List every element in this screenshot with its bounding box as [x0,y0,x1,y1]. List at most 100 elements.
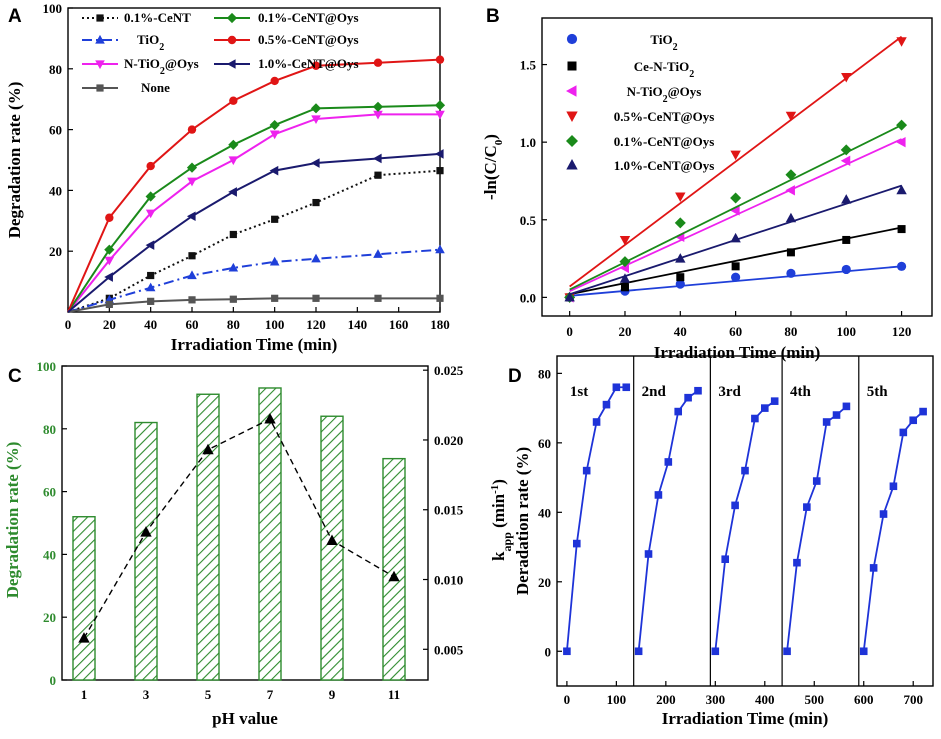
a-data-point [187,270,197,280]
d-data-point [812,477,821,485]
d-data-point [770,397,779,405]
c-xtick-label: 1 [81,687,88,702]
a-xtick-label: 160 [389,317,409,332]
panel-c-ylabel-left: Degradation rate (%) [3,442,22,599]
panel-d-ylabel: Deradation rate (%) [513,447,532,595]
c-right-ytick-label: 0.010 [434,573,463,588]
b-data-point [785,185,795,196]
d-ytick-label: 20 [538,575,551,590]
c-bar [196,393,220,681]
d-cycle-label: 1st [570,384,588,400]
c-xtick-label: 5 [205,687,212,702]
a-data-point [436,294,444,302]
a-data-point [229,295,237,303]
a-legend-label: 1.0%-CeNT@Oys [258,56,359,71]
c-xtick-label: 3 [143,687,150,702]
d-data-point [572,539,581,548]
a-data-point [434,100,446,111]
a-data-point [146,161,155,171]
b-xtick-label: 0 [566,324,573,339]
a-series-line [67,58,441,313]
a-legend-label: N-TiO2@Oys [124,56,199,77]
b-legend-label: Ce-N-TiO2 [634,59,694,80]
c-ytick-label: 20 [43,610,56,625]
d-data-point [622,383,631,392]
d-cycle-line [862,410,924,652]
a-data-point [435,55,445,64]
a-data-point [147,271,155,280]
a-data-point [187,125,197,134]
d-data-point [644,550,653,558]
c-xtick-label: 9 [329,687,336,702]
b-ytick-label: 1.5 [520,58,537,73]
a-data-point [104,256,115,266]
panel-d-chart: 0 100 200 300 400 500 600 700 0 20 40 60 80 1st 2nd 3r… [513,355,934,728]
a-legend-label: TiO2 [137,32,164,53]
d-data-point [899,428,908,437]
a-data-point [104,272,113,282]
b-data-point [896,184,907,195]
a-series-line [67,297,440,313]
b-legend-marker [566,159,578,170]
a-data-point [374,294,382,302]
d-cycle-line [714,400,776,652]
d-data-point [731,501,739,510]
panel-b-ylabel: -ln(C/C0) [481,134,505,200]
b-data-point [841,264,851,275]
a-data-point [186,211,196,222]
a-data-point [436,167,444,175]
d-cycle-label: 5th [867,384,888,400]
a-legend-marker [95,34,105,44]
c-right-ytick-label: 0.025 [434,363,464,378]
d-data-point [741,466,749,475]
panel-a-ylabel: Degradation rate (%) [5,82,24,239]
c-kapp-point [326,534,338,545]
b-data-point [731,272,741,282]
a-data-point [145,191,156,202]
b-ytick-label: 0.0 [520,290,536,305]
b-data-point [731,262,740,271]
c-xtick-label: 11 [388,687,400,702]
d-xtick-label: 200 [656,692,676,707]
a-series-line [67,169,441,313]
a-data-point [373,58,383,67]
a-legend-marker [227,35,237,45]
b-data-point [786,268,796,278]
b-data-point [730,232,741,243]
panel-c-ylabel-right: kapp (min-1) [489,479,514,561]
d-xtick-label: 300 [706,692,726,707]
b-legend-label: N-TiO2@Oys [627,84,702,105]
d-data-point [919,407,927,416]
d-data-point [803,503,811,511]
c-kapp-line [83,418,395,639]
b-data-point [785,212,797,223]
a-xtick-label: 180 [430,317,450,332]
a-legend-marker [226,59,236,69]
a-xtick-label: 80 [227,317,240,332]
b-legend-label: 0.1%-CeNT@Oys [614,134,715,149]
d-data-point [879,510,888,518]
b-xtick-label: 100 [837,324,857,339]
a-data-point [271,215,279,223]
d-data-point [760,404,769,412]
b-data-point [897,225,906,234]
b-legend-marker [566,111,578,122]
a-series-line [67,113,440,313]
b-data-point [896,119,908,131]
b-legend-marker [566,85,577,97]
b-ytick-label: 1.0 [520,135,536,150]
b-legend-label: 1.0%-CeNT@Oys [614,158,715,173]
b-data-point [842,235,851,244]
a-data-point [435,110,445,120]
a-xtick-label: 140 [348,317,368,332]
c-ytick-label: 0 [50,673,57,688]
a-data-point [145,209,156,219]
a-series-line [67,152,441,313]
d-xtick-label: 0 [564,692,571,707]
panel-a-chart: 0 20 40 60 80 100 120 140 160 180 20 40 60 80 100 0.1%… [5,1,450,354]
d-data-point [721,555,730,564]
c-bar [134,421,158,681]
d-cycle-label: 3rd [718,384,741,400]
a-data-point [188,252,196,260]
panel-c-frame [61,365,429,681]
